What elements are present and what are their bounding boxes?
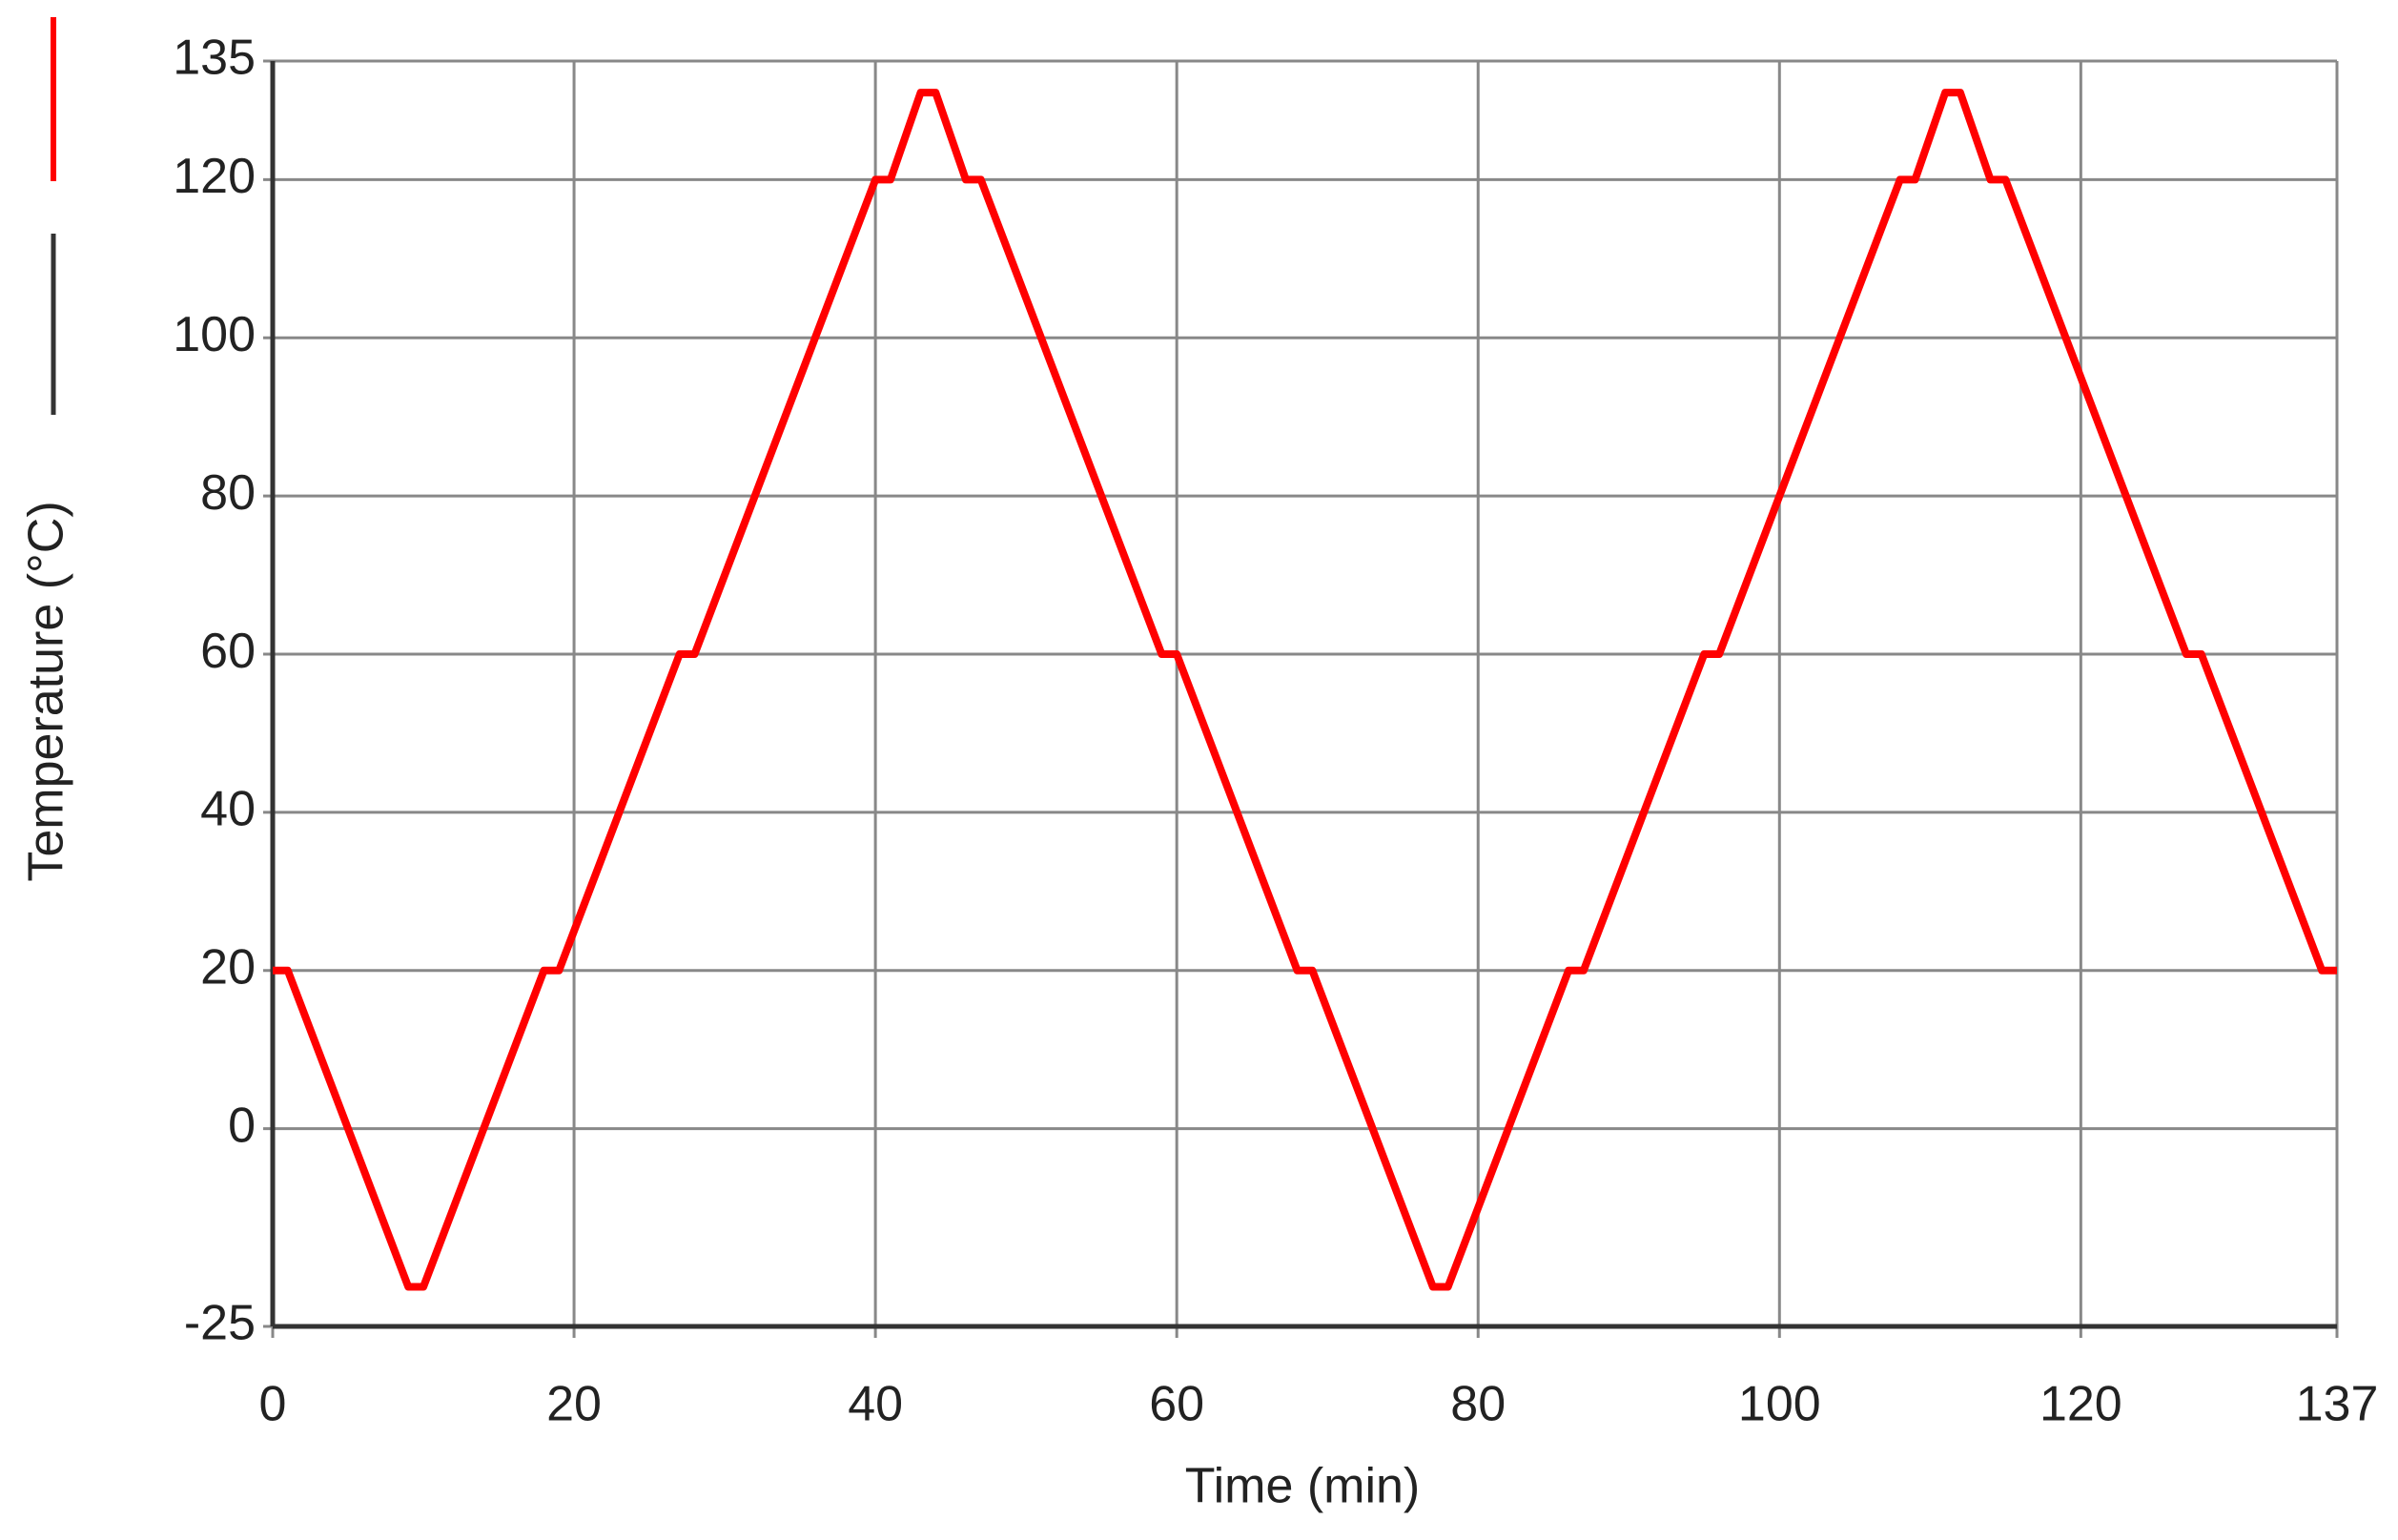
- y-tick-label: 120: [173, 149, 256, 204]
- line-series: [273, 89, 2337, 1291]
- x-tick-label: 40: [848, 1377, 903, 1432]
- y-tick-label: 60: [200, 624, 256, 679]
- y-tick-label: 100: [173, 307, 256, 362]
- y-tick-label: 0: [228, 1098, 256, 1153]
- y-tick-label: 135: [173, 31, 256, 86]
- x-tick-label: 60: [1149, 1377, 1204, 1432]
- x-tick-label: 120: [2039, 1377, 2122, 1432]
- y-tick-label: 80: [200, 465, 256, 521]
- y-axis-label: Temperature (°C): [19, 501, 74, 881]
- y-tick-label: 20: [200, 940, 256, 996]
- x-tick-label: 137: [2296, 1377, 2379, 1432]
- x-tick-label: 100: [1738, 1377, 1821, 1432]
- y-tick-label: -25: [184, 1296, 256, 1351]
- x-axis-label: Time (min): [1185, 1459, 1421, 1514]
- y-tick-label: 40: [200, 782, 256, 837]
- x-tick-label: 0: [259, 1377, 287, 1432]
- x-tick-label: 20: [546, 1377, 602, 1432]
- x-tick-label: 80: [1450, 1377, 1506, 1432]
